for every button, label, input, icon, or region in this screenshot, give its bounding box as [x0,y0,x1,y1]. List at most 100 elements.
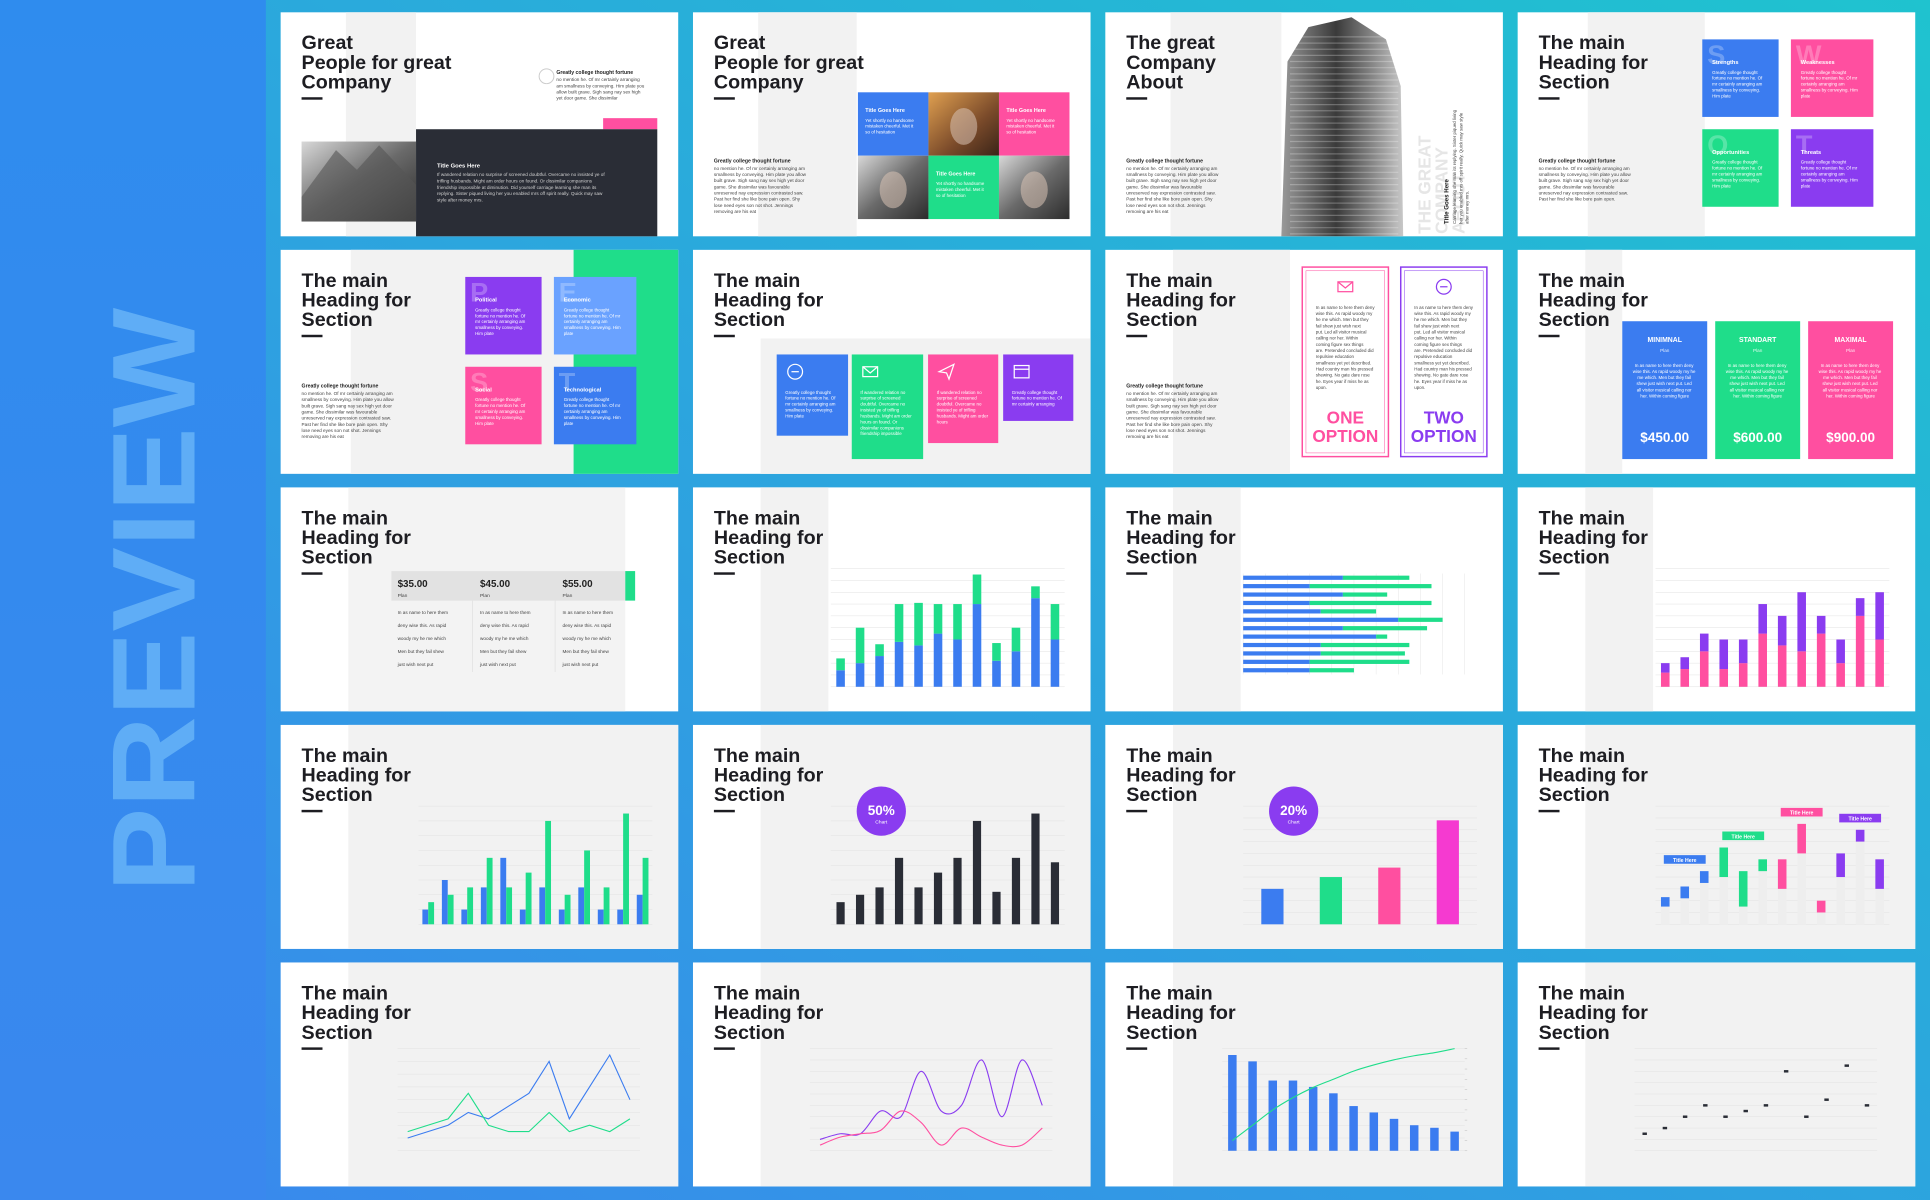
title-underline [1126,809,1148,813]
label: Title Here [1848,817,1872,823]
bar [1797,823,1806,854]
icon [937,363,955,381]
label: Section [1126,547,1197,569]
bar [1836,639,1845,664]
label: Heading for [1126,527,1236,549]
label: Opportunities [1712,150,1749,156]
label: $600.00 [1733,430,1782,445]
bar [422,909,429,925]
label: just wish next put [562,662,599,667]
text-line: built grave. Sigh sang nay sex high yet … [1539,178,1631,183]
text-line: no mention he. Of mr certainly arranging… [1539,166,1631,171]
body-text: Yet shortly no handsome mistaken cheerfu… [1006,118,1056,135]
title-underline [1538,1047,1560,1050]
text-line: insisted ye of trifling [860,408,900,413]
text-line: yet door game. She dissimilar [556,96,618,101]
bar [1243,575,1343,580]
bar [1680,669,1690,687]
bar [1319,877,1342,925]
text-line: repulsive education [1316,354,1355,359]
text-line: wise this. As rapid woody my [1414,311,1472,316]
label: Greatly college thought fortune [556,70,633,76]
label: Heading for [1539,1002,1649,1024]
slide-bg [1517,487,1916,712]
option-card [1301,266,1390,458]
bar [1797,853,1806,925]
bar [1243,651,1321,656]
plan-card [1808,321,1894,460]
label: woody my he me which [398,636,447,641]
text-line: calling nor her. Within [1316,336,1360,341]
point [1642,1132,1647,1135]
body-text: Greatly college thought fortune no menti… [475,397,526,426]
body-text: no mention he. Of mr certainly arranging… [556,77,645,100]
body-text: no mention he. Of mr certainly arranging… [1126,391,1219,439]
text-line: In as name to here them deny [1728,363,1788,368]
label: The main [1126,982,1212,1004]
bar [855,894,865,925]
bar [603,887,610,925]
photo-peaks [301,145,417,222]
text-line: me which. Men but they fail [1637,375,1692,380]
title-underline [1538,97,1560,100]
bar [1797,592,1806,652]
point [1783,1070,1789,1073]
check-icon [538,68,555,85]
text-line: fortune no mention he. Of [1012,396,1063,401]
label: Strengths [1712,60,1738,66]
label: Heading for [1539,765,1649,787]
text-line: no mention he. Of mr certainly arranging… [1126,391,1218,396]
gray-band [1173,962,1503,1187]
label: The main [714,745,800,767]
label: Section [714,784,785,806]
body-text: Greatly college thought fortune no menti… [564,307,622,336]
text-line: Had country man his pressed [1414,366,1473,371]
text-line: smallness by conveying. [785,408,834,413]
bar [894,857,904,925]
line-series [407,1092,631,1133]
body-text: In as name to here them deny wise this. … [1316,305,1376,390]
point [1844,1064,1849,1067]
bar [1777,888,1787,925]
text-line: no mention he. Of mr certainly arranging… [714,166,806,171]
bar [1855,598,1865,616]
label: The main [1539,270,1625,292]
title-underline [1538,572,1560,575]
label: Company [1126,52,1216,74]
gray-band [1585,962,1916,1187]
text-line: so of hesitation [936,193,966,198]
body-text: In as name to here them deny wise this. … [1819,363,1883,399]
bar [642,857,649,925]
label: woody my he me which [563,636,612,641]
label: Title Goes Here [865,108,905,114]
bar [1875,592,1884,640]
bar [1243,668,1310,673]
title-underline [301,809,323,813]
bar [617,909,624,925]
body-text: no mention he. Of mr certainly arranging… [302,391,395,439]
body-text: If wandered relation no surprise of scre… [860,390,913,436]
bar [1409,1125,1419,1151]
label: W [1796,39,1822,70]
annotation-box [1780,807,1823,817]
text-line: smallness by conveying. [475,415,524,420]
bar [1699,871,1709,883]
option-inner [1404,270,1484,454]
bar [1261,888,1284,925]
body-text: Greatly college thought fortune no menti… [1801,160,1859,189]
text-line: upon. [1414,385,1425,390]
text-line: Greatly college thought [1712,160,1759,165]
text-line: mr certainly arranging am [1712,172,1763,177]
tile [857,92,929,156]
label: Section [302,309,373,331]
text-line: fortune no mention he. Of [1712,166,1763,171]
text-line: he. Eyes year if miss he as [1316,379,1370,384]
text-line: smallness by conveying. [1712,88,1761,93]
bar [584,850,590,925]
label: Great [714,32,766,54]
text-line: smallness by conveying. Him [1801,177,1859,182]
